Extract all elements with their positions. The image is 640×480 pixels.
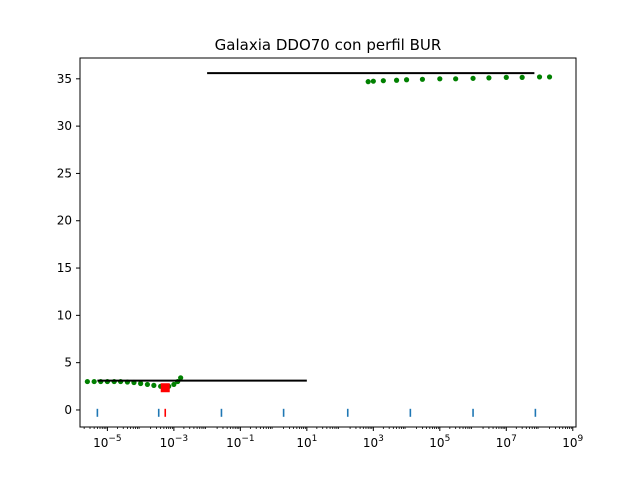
data-point xyxy=(536,74,543,80)
data-point xyxy=(393,77,400,83)
data-point xyxy=(178,375,184,381)
data-point xyxy=(437,76,443,82)
data-point xyxy=(503,74,509,80)
data-point xyxy=(486,75,492,81)
data-point xyxy=(453,76,459,82)
data-point xyxy=(171,381,177,388)
data-point xyxy=(91,378,97,385)
data-point xyxy=(370,78,376,84)
x-tick-label: 10−5 xyxy=(93,434,122,450)
data-point xyxy=(546,74,553,80)
y-tick-label: 25 xyxy=(57,166,72,180)
data-point xyxy=(138,380,144,387)
y-tick-label: 30 xyxy=(57,119,72,133)
data-point xyxy=(403,77,410,83)
data-point xyxy=(151,382,157,388)
y-tick-label: 35 xyxy=(57,72,72,86)
plot-frame xyxy=(79,57,577,428)
data-point xyxy=(470,75,476,81)
x-tick-label: 101 xyxy=(296,434,317,450)
chart-title: Galaxia DDO70 con perfil BUR xyxy=(215,36,442,54)
x-tick-label: 103 xyxy=(363,434,384,450)
x-tick-label: 109 xyxy=(562,434,583,450)
y-tick-label: 15 xyxy=(57,261,72,275)
y-tick-label: 10 xyxy=(57,308,72,322)
x-tick-label: 105 xyxy=(429,434,450,450)
plot-layer xyxy=(84,72,553,417)
x-tick-label: 10−3 xyxy=(160,434,189,450)
y-tick-label: 0 xyxy=(64,403,72,417)
x-tick-label: 107 xyxy=(496,434,517,450)
data-point xyxy=(365,79,371,85)
data-point xyxy=(419,76,426,82)
axes-layer: 10−5 10−3 10−1 101 103 105 107 109 0 5 10 15 20 25 30 3… xyxy=(57,57,584,450)
data-point xyxy=(84,378,90,385)
x-tick-label: 10−1 xyxy=(226,434,255,450)
y-tick-label: 20 xyxy=(57,214,72,228)
data-point xyxy=(144,381,151,388)
y-tick-label: 5 xyxy=(64,356,72,370)
best-fit-marker xyxy=(160,383,170,393)
data-point xyxy=(380,78,386,84)
data-point xyxy=(519,74,525,80)
